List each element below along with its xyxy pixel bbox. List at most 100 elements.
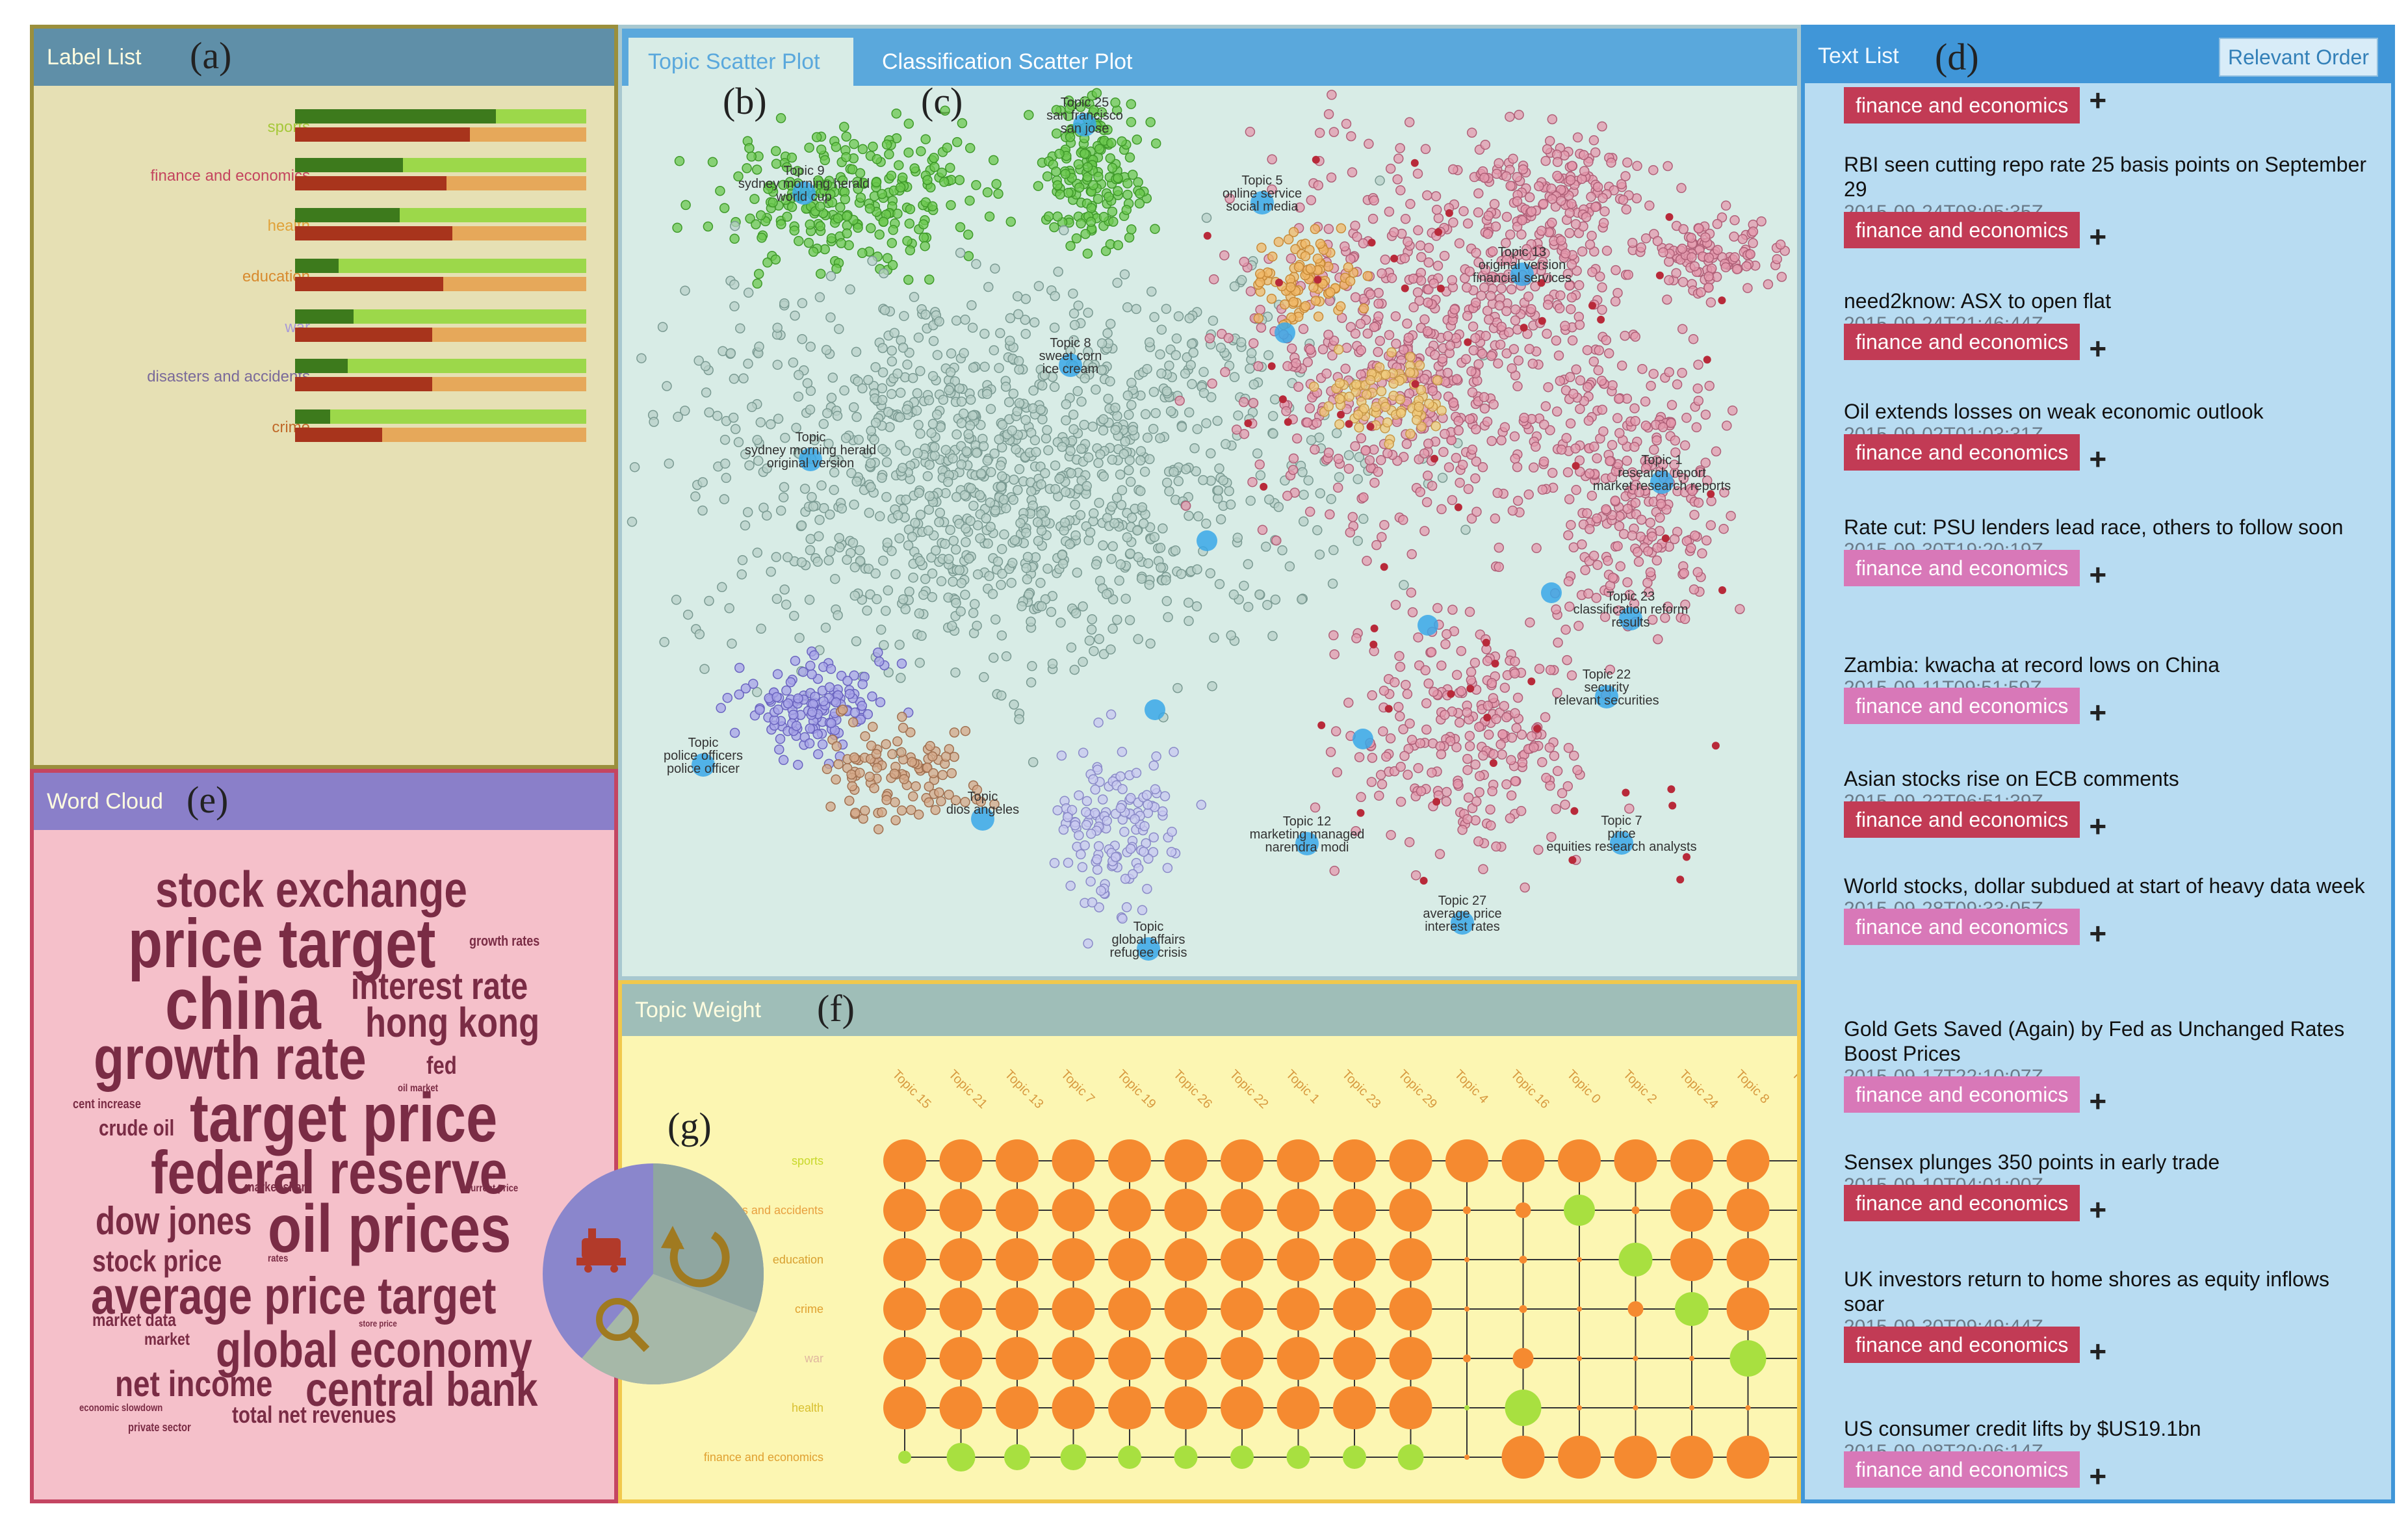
document-point[interactable] <box>1156 324 1167 335</box>
document-point[interactable] <box>1586 490 1598 501</box>
document-point[interactable] <box>1399 580 1409 590</box>
document-point[interactable] <box>1422 471 1433 481</box>
document-point[interactable] <box>1720 262 1731 272</box>
document-point[interactable] <box>1360 445 1371 456</box>
document-point[interactable] <box>1416 252 1427 263</box>
document-point[interactable] <box>1542 300 1553 310</box>
document-point[interactable] <box>866 482 876 493</box>
document-point[interactable] <box>1122 178 1133 188</box>
document-point[interactable] <box>1093 458 1104 469</box>
document-point[interactable] <box>1358 303 1369 314</box>
document-point[interactable] <box>749 194 760 204</box>
document-point[interactable] <box>986 467 996 478</box>
document-point[interactable] <box>1059 517 1070 528</box>
document-point[interactable] <box>963 429 974 439</box>
document-point[interactable] <box>1161 477 1172 488</box>
document-point[interactable] <box>1367 239 1376 247</box>
document-point[interactable] <box>1570 807 1579 815</box>
document-point[interactable] <box>1086 203 1096 213</box>
document-point[interactable] <box>742 507 753 517</box>
document-point[interactable] <box>1458 206 1469 216</box>
topic-weight-bubble[interactable] <box>1164 1337 1208 1380</box>
document-point[interactable] <box>1454 503 1462 512</box>
document-point[interactable] <box>915 428 926 439</box>
document-point[interactable] <box>1577 246 1588 257</box>
document-point[interactable] <box>1243 559 1254 569</box>
document-point[interactable] <box>1117 747 1128 757</box>
document-point[interactable] <box>1402 689 1413 699</box>
topic-weight-bubble[interactable] <box>996 1139 1039 1182</box>
document-point[interactable] <box>1542 144 1553 155</box>
document-point[interactable] <box>1447 495 1458 506</box>
document-point[interactable] <box>1527 358 1538 369</box>
document-point[interactable] <box>849 562 861 573</box>
document-point[interactable] <box>1508 153 1518 164</box>
document-point[interactable] <box>831 774 841 785</box>
document-point[interactable] <box>1126 400 1137 410</box>
document-point[interactable] <box>1485 291 1496 302</box>
document-point[interactable] <box>783 552 793 563</box>
document-point[interactable] <box>1577 539 1587 550</box>
document-point[interactable] <box>1505 813 1516 823</box>
topic-weight-bubble[interactable] <box>1052 1386 1095 1429</box>
document-point[interactable] <box>747 402 757 412</box>
document-point[interactable] <box>1301 301 1311 311</box>
document-point[interactable] <box>857 679 868 690</box>
document-point[interactable] <box>1365 289 1376 300</box>
document-point[interactable] <box>1562 781 1573 792</box>
document-point[interactable] <box>1298 324 1309 334</box>
document-point[interactable] <box>1105 153 1116 164</box>
document-point[interactable] <box>945 162 955 173</box>
document-point[interactable] <box>673 411 683 422</box>
document-point[interactable] <box>1096 338 1107 348</box>
document-point[interactable] <box>680 200 691 211</box>
document-point[interactable] <box>889 328 900 338</box>
document-point[interactable] <box>1501 712 1512 723</box>
topic-weight-bubble[interactable] <box>1108 1288 1151 1330</box>
document-point[interactable] <box>1574 320 1585 330</box>
topic-weight-bubble[interactable] <box>1230 1446 1254 1469</box>
topic-weight-bubble[interactable] <box>1675 1292 1709 1326</box>
document-point[interactable] <box>1514 109 1524 120</box>
document-point[interactable] <box>1648 369 1659 379</box>
document-point[interactable] <box>1583 157 1594 167</box>
document-point[interactable] <box>722 692 733 703</box>
document-point[interactable] <box>1605 456 1615 467</box>
document-point[interactable] <box>857 701 868 711</box>
document-point[interactable] <box>1690 530 1700 541</box>
document-point[interactable] <box>1121 902 1132 913</box>
document-point[interactable] <box>1008 388 1019 399</box>
topic-weight-bubble[interactable] <box>883 1139 926 1182</box>
document-point[interactable] <box>1358 492 1369 502</box>
topic-center[interactable] <box>799 448 822 471</box>
document-point[interactable] <box>1075 510 1086 521</box>
document-point[interactable] <box>1135 446 1146 456</box>
topic-center[interactable] <box>1250 191 1274 214</box>
document-point[interactable] <box>900 604 911 615</box>
document-point[interactable] <box>1138 846 1149 857</box>
add-label-icon[interactable]: + <box>2089 1334 2107 1368</box>
document-point[interactable] <box>1158 523 1168 534</box>
document-point[interactable] <box>1488 399 1499 410</box>
document-point[interactable] <box>950 667 961 678</box>
document-point[interactable] <box>1482 416 1493 427</box>
text-title[interactable]: Sensex plunges 350 points in early trade <box>1844 1150 2220 1174</box>
document-point[interactable] <box>1570 219 1581 229</box>
document-point[interactable] <box>858 177 869 188</box>
document-point[interactable] <box>1358 513 1369 525</box>
document-point[interactable] <box>1575 375 1586 386</box>
document-point[interactable] <box>690 491 701 502</box>
document-point[interactable] <box>1308 282 1319 293</box>
document-point[interactable] <box>1256 242 1267 253</box>
document-point[interactable] <box>1148 760 1159 771</box>
document-point[interactable] <box>890 569 901 580</box>
document-point[interactable] <box>1174 395 1185 406</box>
document-point[interactable] <box>868 721 878 732</box>
document-point[interactable] <box>1592 181 1603 192</box>
document-point[interactable] <box>1581 212 1592 222</box>
document-point[interactable] <box>1098 649 1109 660</box>
document-point[interactable] <box>1478 864 1488 874</box>
document-point[interactable] <box>734 662 745 673</box>
document-point[interactable] <box>831 142 842 152</box>
document-point[interactable] <box>1493 358 1503 369</box>
